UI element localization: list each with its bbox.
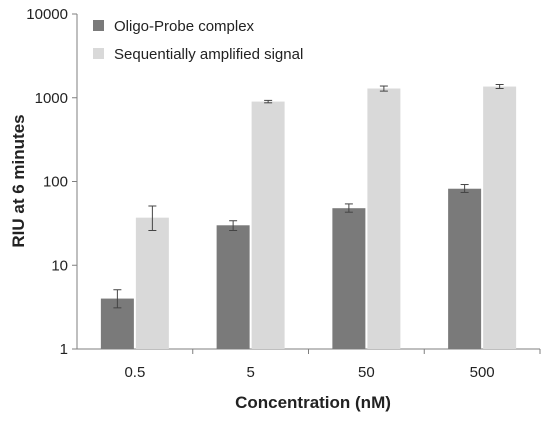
x-axis-title: Concentration (nM) xyxy=(235,393,391,412)
legend-label: Sequentially amplified signal xyxy=(114,46,303,63)
x-tick-label: 500 xyxy=(470,364,495,381)
y-tick-label: 1 xyxy=(60,341,68,358)
bar-oligo-probe xyxy=(332,208,366,349)
y-tick-label: 100 xyxy=(43,174,68,191)
legend-swatch xyxy=(93,48,104,59)
plot-area: 1 10 100 1000 10000 0.5 5 50 500 xyxy=(26,6,541,381)
x-tick-label: 50 xyxy=(358,364,375,381)
legend: Oligo-Probe complex Sequentially amplifie… xyxy=(93,18,303,63)
legend-swatch xyxy=(93,20,104,31)
bar-amplified xyxy=(251,101,285,350)
x-tick-label: 5 xyxy=(246,364,254,381)
y-tick-label: 10000 xyxy=(26,6,68,23)
bar-oligo-probe xyxy=(448,188,482,349)
bar-amplified xyxy=(483,86,517,350)
y-axis-title: RIU at 6 minutes xyxy=(9,114,28,247)
y-tick-label: 1000 xyxy=(35,90,68,107)
y-tick-label: 10 xyxy=(51,257,68,274)
x-tick-label: 0.5 xyxy=(124,364,145,381)
bar-oligo-probe xyxy=(216,225,250,349)
bar-amplified xyxy=(135,217,169,349)
bar-amplified xyxy=(367,88,401,350)
legend-label: Oligo-Probe complex xyxy=(114,18,255,35)
